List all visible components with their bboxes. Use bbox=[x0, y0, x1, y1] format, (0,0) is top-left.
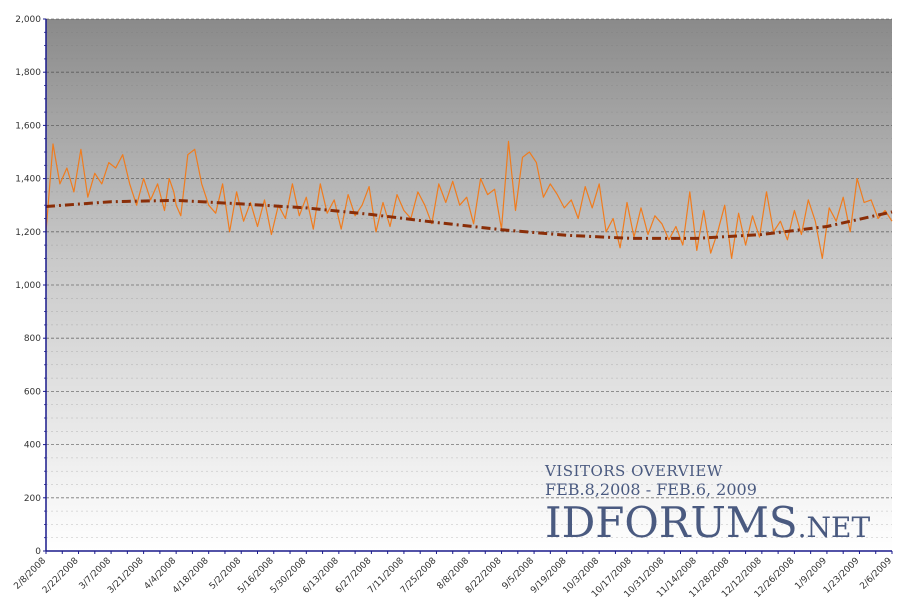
x-tick-label: 2/22/2008 bbox=[41, 556, 81, 596]
x-tick-label: 3/21/2008 bbox=[106, 556, 146, 596]
series-layer bbox=[45, 140, 893, 259]
x-tick-label: 2/6/2009 bbox=[858, 556, 894, 592]
y-tick-label: 400 bbox=[24, 441, 41, 451]
trend-line bbox=[45, 198, 893, 240]
y-tick-label: 1,600 bbox=[15, 121, 41, 131]
y-tick-label: 1,000 bbox=[15, 281, 41, 291]
x-tick-label: 1/23/2009 bbox=[822, 556, 862, 596]
y-tick-label: 0 bbox=[35, 547, 41, 557]
y-tick-label: 1,800 bbox=[15, 68, 41, 78]
y-tick-label: 600 bbox=[24, 387, 41, 397]
grid-lines bbox=[46, 18, 892, 538]
axes bbox=[43, 18, 893, 554]
brand-suffix: .NET bbox=[798, 511, 871, 544]
brand-main: IDFORUMS bbox=[545, 498, 798, 547]
chart-title: VISITORS OVERVIEW bbox=[544, 462, 723, 480]
y-tick-label: 200 bbox=[24, 494, 41, 504]
chart-subtitle: FEB.8,2008 - FEB.6, 2009 bbox=[545, 480, 757, 499]
x-tick-label: 8/22/2008 bbox=[464, 556, 504, 596]
x-tick-label: 4/18/2008 bbox=[171, 556, 211, 596]
y-tick-label: 800 bbox=[24, 334, 41, 344]
brand-logo: IDFORUMS.NET bbox=[545, 498, 870, 547]
y-tick-label: 1,400 bbox=[15, 175, 41, 185]
watermark-block: VISITORS OVERVIEW FEB.8,2008 - FEB.6, 20… bbox=[544, 462, 870, 547]
visitors-series-line bbox=[45, 140, 893, 259]
y-tick-label: 2,000 bbox=[15, 15, 41, 25]
x-tick-label: 7/25/2008 bbox=[399, 556, 439, 596]
y-tick-label: 1,200 bbox=[15, 228, 41, 238]
